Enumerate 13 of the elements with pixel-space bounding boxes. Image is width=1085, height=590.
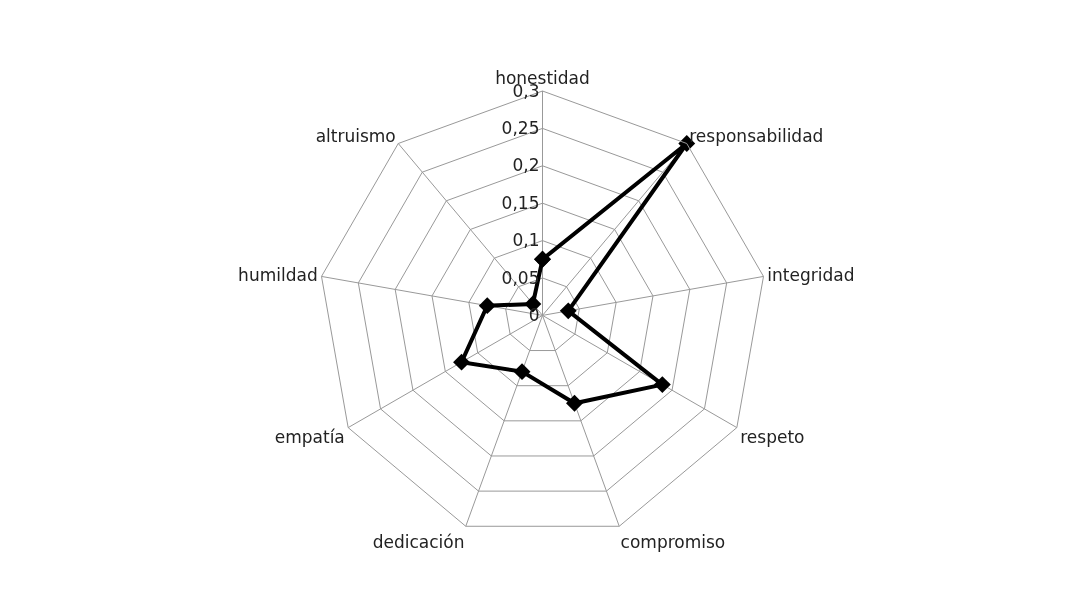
spoke-label: responsabilidad: [689, 125, 824, 146]
y-tick-label: 0,2: [512, 155, 540, 176]
spoke-label: altruismo: [315, 125, 396, 146]
y-tick-label: 0,15: [501, 192, 540, 213]
y-tick-label: 0,1: [512, 230, 540, 251]
spoke-label: compromiso: [620, 531, 726, 552]
spoke-label: dedicación: [372, 531, 465, 552]
y-tick-label: 0,25: [501, 117, 540, 138]
spoke-label: empatía: [274, 427, 345, 448]
spoke-label: integridad: [767, 265, 855, 286]
spoke-label: respeto: [740, 427, 805, 448]
y-tick-label: 0: [528, 304, 540, 325]
spoke-label: humildad: [238, 265, 318, 286]
